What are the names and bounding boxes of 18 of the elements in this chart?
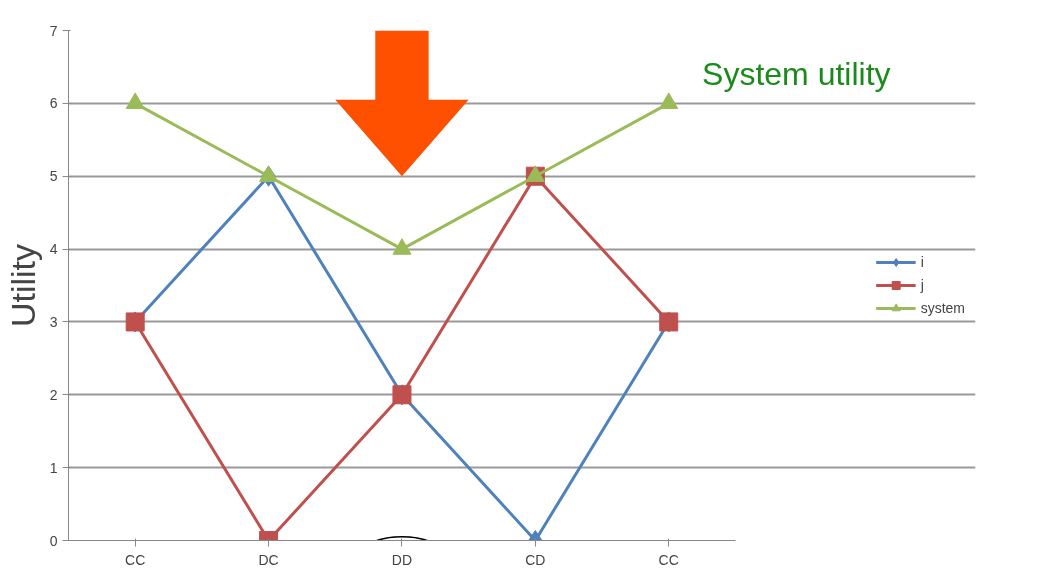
y-tick-label: 3 [49,313,58,330]
legend-label: j [920,277,925,293]
x-tick-label: DD [391,551,413,568]
y-tick-label: 1 [49,459,58,476]
x-tick-label: CC [125,551,146,568]
x-tick-label: CD [525,551,546,568]
y-tick-label: 4 [49,241,58,258]
y-tick-label: 0 [49,532,58,549]
x-tick-label: CC [658,551,679,568]
y-tick-label: 5 [49,168,58,185]
y-tick-label: 7 [49,22,58,39]
legend-label: system [920,300,965,316]
y-axis-title: Utility [3,243,42,328]
y-tick-label: 2 [49,386,58,403]
annotation: System utility [702,56,891,93]
x-tick-label: DC [258,551,279,568]
y-tick-label: 6 [49,95,58,112]
legend-label: i [920,254,925,270]
